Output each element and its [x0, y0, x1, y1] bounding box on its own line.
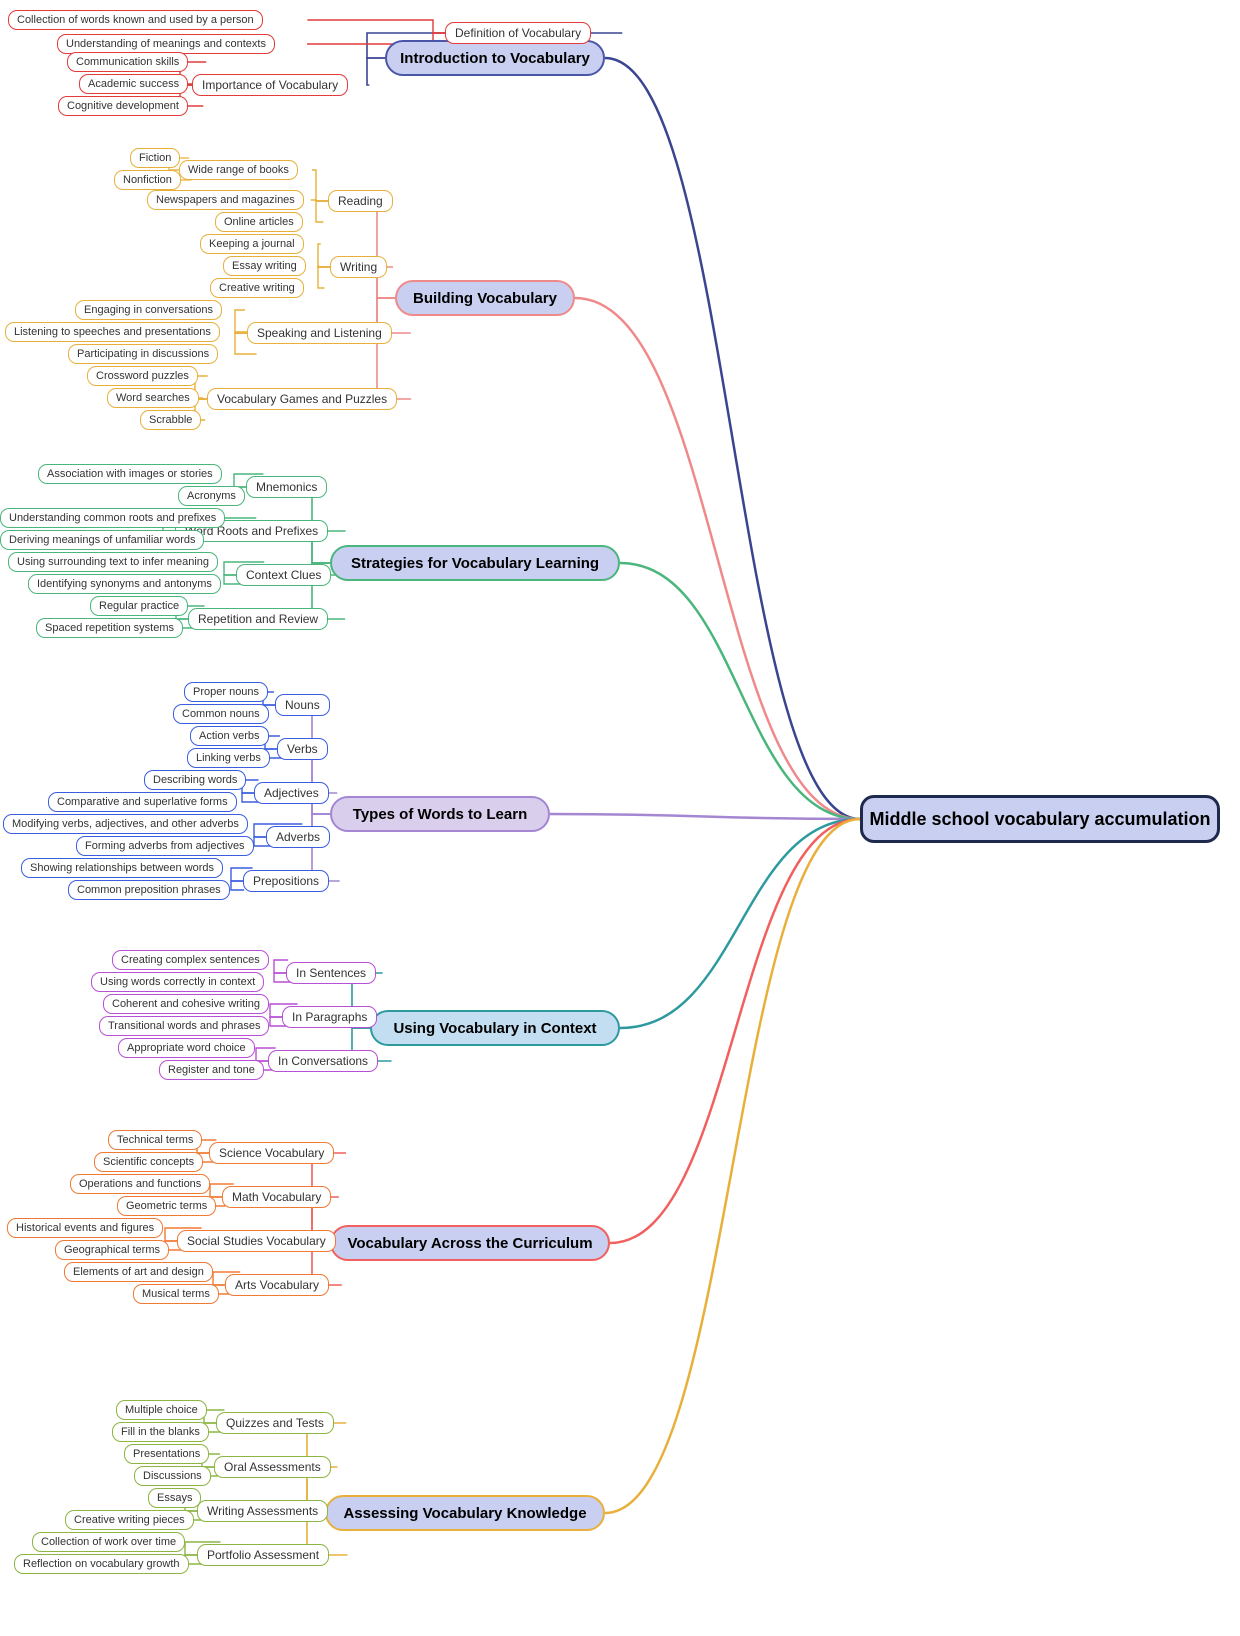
leaf-node: Technical terms [108, 1130, 202, 1150]
leaf-node: Regular practice [90, 596, 188, 616]
sub-node: Portfolio Assessment [197, 1544, 329, 1566]
sub-node: Reading [328, 190, 393, 212]
leaf-node: Nonfiction [114, 170, 181, 190]
sub-node: Quizzes and Tests [216, 1412, 334, 1434]
sub-node: In Sentences [286, 962, 376, 984]
leaf-node: Listening to speeches and presentations [5, 322, 220, 342]
leaf-node: Operations and functions [70, 1174, 210, 1194]
leaf-node: Identifying synonyms and antonyms [28, 574, 221, 594]
leaf-node: Fill in the blanks [112, 1422, 209, 1442]
sub-node: Vocabulary Games and Puzzles [207, 388, 397, 410]
leaf-node: Using surrounding text to infer meaning [8, 552, 218, 572]
sub-node: Speaking and Listening [247, 322, 392, 344]
branch-types: Types of Words to Learn [330, 796, 550, 832]
leaf-node: Essay writing [223, 256, 306, 276]
branch-strategies: Strategies for Vocabulary Learning [330, 545, 620, 581]
sub-node: Prepositions [243, 870, 329, 892]
leaf-node: Acronyms [178, 486, 245, 506]
leaf-node: Association with images or stories [38, 464, 222, 484]
leaf-node: Collection of work over time [32, 1532, 185, 1552]
leaf-node: Modifying verbs, adjectives, and other a… [3, 814, 248, 834]
leaf-node: Scrabble [140, 410, 201, 430]
sub-node: Verbs [277, 738, 328, 760]
sub-node: In Paragraphs [282, 1006, 377, 1028]
branch-curriculum: Vocabulary Across the Curriculum [330, 1225, 610, 1261]
leaf-node: Keeping a journal [200, 234, 304, 254]
branch-assessing: Assessing Vocabulary Knowledge [325, 1495, 605, 1531]
leaf-node: Participating in discussions [68, 344, 218, 364]
sub-node: Oral Assessments [214, 1456, 331, 1478]
sub-node: Adjectives [254, 782, 329, 804]
sub-node: In Conversations [268, 1050, 378, 1072]
sub-node: Social Studies Vocabulary [177, 1230, 336, 1252]
leaf-node: Presentations [124, 1444, 209, 1464]
sub-node: Mnemonics [246, 476, 327, 498]
leaf-node: Coherent and cohesive writing [103, 994, 269, 1014]
leaf-node: Using words correctly in context [91, 972, 264, 992]
sub-node: Arts Vocabulary [225, 1274, 329, 1296]
leaf-node: Common preposition phrases [68, 880, 230, 900]
leaf-node: Describing words [144, 770, 246, 790]
leaf-node: Multiple choice [116, 1400, 207, 1420]
leaf-node: Word searches [107, 388, 199, 408]
leaf-node: Newspapers and magazines [147, 190, 304, 210]
leaf-node: Elements of art and design [64, 1262, 213, 1282]
leaf-node: Discussions [134, 1466, 211, 1486]
leaf-node: Engaging in conversations [75, 300, 222, 320]
leaf-node: Creative writing pieces [65, 1510, 194, 1530]
sub-node: Writing Assessments [197, 1500, 328, 1522]
leaf-node: Creating complex sentences [112, 950, 269, 970]
leaf-node: Transitional words and phrases [99, 1016, 269, 1036]
leaf-node: Understanding of meanings and contexts [57, 34, 275, 54]
leaf-node: Collection of words known and used by a … [8, 10, 263, 30]
root-node: Middle school vocabulary accumulation [860, 795, 1220, 843]
leaf-node: Essays [148, 1488, 201, 1508]
leaf-node: Cognitive development [58, 96, 188, 116]
leaf-node: Comparative and superlative forms [48, 792, 237, 812]
branch-intro: Introduction to Vocabulary [385, 40, 605, 76]
leaf-node: Online articles [215, 212, 303, 232]
sub-node: Definition of Vocabulary [445, 22, 591, 44]
branch-building: Building Vocabulary [395, 280, 575, 316]
leaf-node: Proper nouns [184, 682, 268, 702]
leaf-node: Crossword puzzles [87, 366, 198, 386]
leaf-node: Musical terms [133, 1284, 219, 1304]
leaf-node: Action verbs [190, 726, 269, 746]
leaf-node: Geographical terms [55, 1240, 169, 1260]
leaf-node: Showing relationships between words [21, 858, 223, 878]
leaf-node: Historical events and figures [7, 1218, 163, 1238]
leaf-node: Geometric terms [117, 1196, 216, 1216]
leaf-node: Linking verbs [187, 748, 270, 768]
leaf-node: Spaced repetition systems [36, 618, 183, 638]
leaf-node: Forming adverbs from adjectives [76, 836, 254, 856]
leaf-node: Appropriate word choice [118, 1038, 255, 1058]
sub-node: Nouns [275, 694, 330, 716]
leaf-node: Scientific concepts [94, 1152, 203, 1172]
leaf-node: Reflection on vocabulary growth [14, 1554, 189, 1574]
sub-node: Context Clues [236, 564, 331, 586]
sub-node: Writing [330, 256, 387, 278]
leaf-node: Register and tone [159, 1060, 264, 1080]
leaf-node: Fiction [130, 148, 180, 168]
leaf-node: Academic success [79, 74, 188, 94]
branch-context: Using Vocabulary in Context [370, 1010, 620, 1046]
sub-node: Importance of Vocabulary [192, 74, 348, 96]
leaf-node: Understanding common roots and prefixes [0, 508, 225, 528]
sub-node: Science Vocabulary [209, 1142, 334, 1164]
sub-node: Adverbs [266, 826, 330, 848]
leaf-node: Creative writing [210, 278, 304, 298]
sub-node: Math Vocabulary [222, 1186, 331, 1208]
leaf-node: Deriving meanings of unfamiliar words [0, 530, 204, 550]
leaf-node: Communication skills [67, 52, 188, 72]
leaf-node: Common nouns [173, 704, 269, 724]
leaf-node: Wide range of books [179, 160, 298, 180]
sub-node: Repetition and Review [188, 608, 328, 630]
